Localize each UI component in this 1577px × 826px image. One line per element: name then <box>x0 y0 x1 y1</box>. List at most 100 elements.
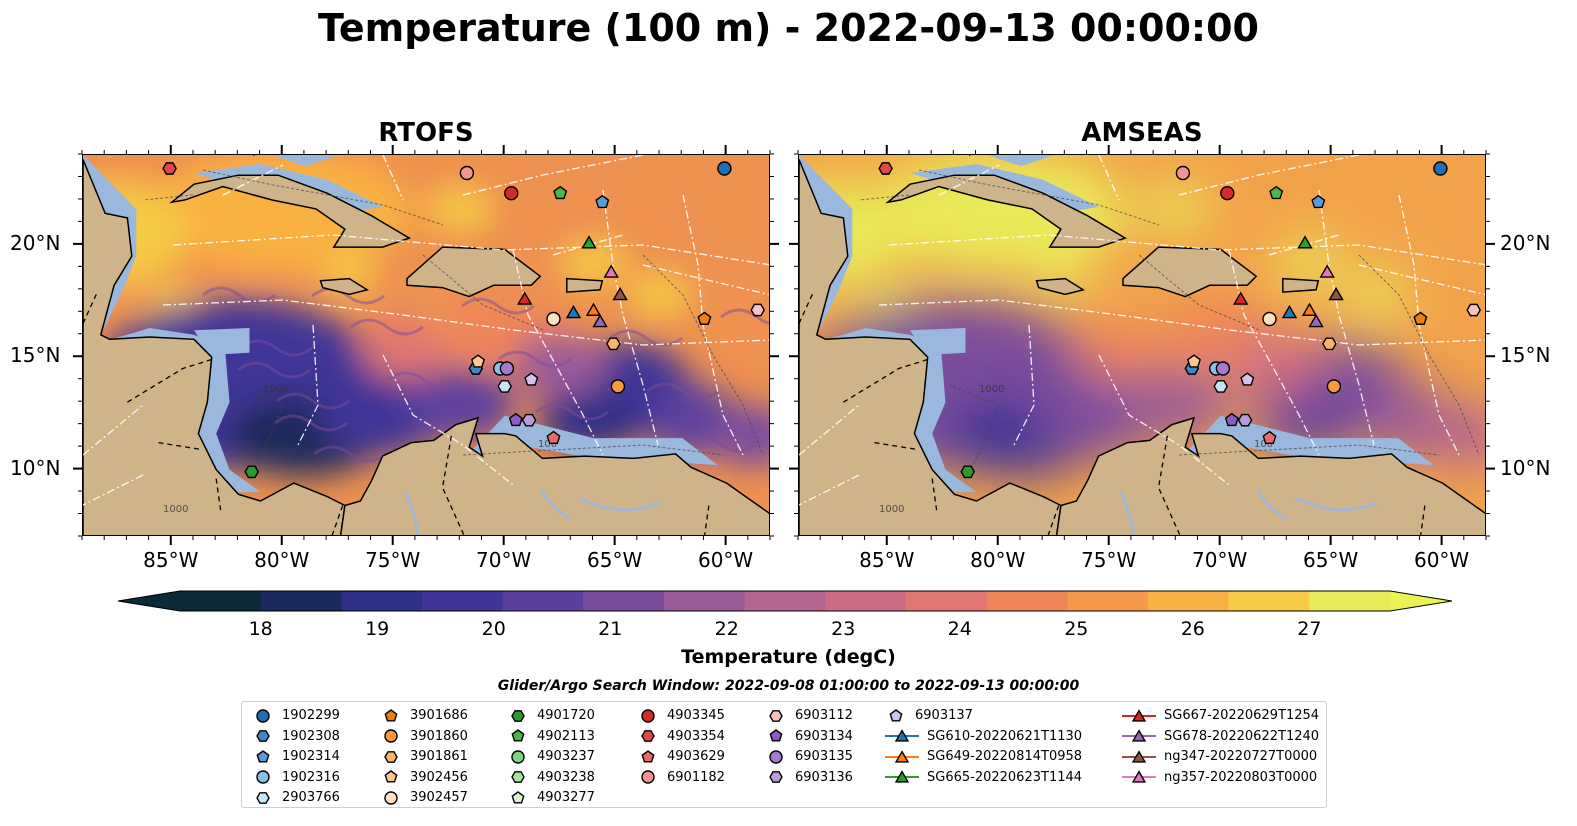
marker-4903629[interactable] <box>1262 430 1277 445</box>
legend-label: 4903238 <box>537 769 595 785</box>
marker-SG678-20220622T1240[interactable] <box>592 313 608 328</box>
marker-2903766[interactable] <box>1213 380 1229 393</box>
marker-3901686[interactable] <box>697 311 712 325</box>
marker-3902457[interactable] <box>546 311 561 327</box>
argo-marker-icon <box>384 790 398 805</box>
marker-2903766[interactable] <box>497 380 513 393</box>
marker-SG665-20220623T1144[interactable] <box>581 235 597 249</box>
marker-6903112[interactable] <box>1466 303 1482 317</box>
marker-3901861[interactable] <box>1322 337 1337 351</box>
legend-item: 3901686 <box>380 705 468 726</box>
marker-SG678-20220622T1240[interactable] <box>1308 313 1324 328</box>
glider-marker-icon <box>885 770 919 783</box>
marker-4902113[interactable] <box>1269 185 1284 200</box>
marker-ng347-20220727T0000[interactable] <box>612 286 628 301</box>
marker-SG610-20220621T1130[interactable] <box>1281 304 1298 319</box>
argo-marker-icon <box>384 770 398 783</box>
glider-marker-icon <box>1122 729 1156 742</box>
marker-4903629[interactable] <box>546 430 561 445</box>
map-panel-rtofs[interactable]: 1000 1000 100 <box>82 154 770 536</box>
legend-item: 3902456 <box>380 767 468 788</box>
legend-item: 2903766 <box>252 787 340 808</box>
marker-6901182[interactable] <box>1175 165 1191 181</box>
marker-3901861[interactable] <box>606 337 621 351</box>
legend-label: SG667-20220629T1254 <box>1164 708 1320 723</box>
marker-ng347-20220727T0000[interactable] <box>1328 286 1344 301</box>
marker-4903354[interactable] <box>162 162 177 175</box>
lon-tick-label: 60°W <box>1413 548 1470 572</box>
marker-3902456[interactable] <box>1186 354 1202 368</box>
panel-title-amseas: AMSEAS <box>1081 118 1203 148</box>
glider-marker-icon <box>1122 770 1156 783</box>
legend-label: SG649-20220814T0958 <box>927 749 1083 764</box>
marker-SG665-20220623T1144[interactable] <box>1297 235 1313 249</box>
legend-label: SG678-20220622T1240 <box>1164 728 1320 744</box>
lon-tick-label: 70°W <box>1192 548 1248 572</box>
marker-6903137[interactable] <box>1240 372 1255 386</box>
marker-6901182[interactable] <box>459 165 475 181</box>
marker-6903136[interactable] <box>1237 413 1253 427</box>
legend-item: 3901860 <box>380 726 468 747</box>
marker-6903135[interactable] <box>499 361 515 376</box>
legend-item: 4902113 <box>507 726 595 747</box>
lon-tick-label: 80°W <box>254 548 310 572</box>
marker-4903345[interactable] <box>1220 186 1235 201</box>
marker-6903135[interactable] <box>1215 361 1231 376</box>
marker-3902457[interactable] <box>1262 311 1277 327</box>
argo-marker-icon <box>384 708 398 722</box>
legend-label: 1902308 <box>282 728 340 744</box>
marker-SG610-20220621T1130[interactable] <box>565 304 582 319</box>
marker-1902299[interactable] <box>1433 161 1448 176</box>
marker-ng357-20220803T0000[interactable] <box>1319 264 1335 278</box>
lon-tick-label: 75°W <box>1081 548 1137 572</box>
legend-item: SG667-20220629T1254 <box>1122 705 1319 726</box>
marker-1902314[interactable] <box>595 194 610 209</box>
argo-marker-icon <box>256 730 270 742</box>
colorbar-tick-label: 22 <box>714 618 739 640</box>
marker-6903134[interactable] <box>508 412 523 427</box>
marker-SG649-20220814T0958[interactable] <box>1301 302 1318 316</box>
argo-marker-icon <box>511 790 525 804</box>
marker-6903137[interactable] <box>524 372 539 386</box>
marker-3902456[interactable] <box>470 354 486 368</box>
marker-6903136[interactable] <box>521 413 537 427</box>
marker-1902299[interactable] <box>717 161 732 176</box>
legend-label: 6901182 <box>667 769 725 785</box>
marker-4903354[interactable] <box>878 162 893 175</box>
legend-label: 3901861 <box>410 749 468 764</box>
marker-SG649-20220814T0958[interactable] <box>585 302 602 316</box>
marker-3901860[interactable] <box>610 379 626 394</box>
legend-item: 4903345 <box>637 705 725 726</box>
legend-item: 1902314 <box>252 746 340 767</box>
lat-tick-label: 15°N <box>1500 343 1551 368</box>
argo-marker-icon <box>641 749 655 763</box>
marker-4903345[interactable] <box>504 186 519 201</box>
contour-label: 1000 <box>263 384 288 395</box>
marker-1902314[interactable] <box>1311 194 1326 209</box>
legend-label: 1902316 <box>282 769 340 785</box>
argo-marker-icon <box>511 709 525 722</box>
marker-SG667-20220629T1254[interactable] <box>517 291 533 305</box>
marker-ng357-20220803T0000[interactable] <box>603 264 619 278</box>
marker-6903134[interactable] <box>1224 412 1239 427</box>
marker-4902113[interactable] <box>553 185 568 200</box>
map-panel-amseas[interactable]: 1000 1000 100 <box>798 154 1486 536</box>
legend-label: 1902299 <box>282 708 340 723</box>
legend-item: 4903277 <box>507 787 595 808</box>
legend-label: SG665-20220623T1144 <box>927 769 1083 785</box>
marker-6903112[interactable] <box>750 303 766 317</box>
legend-label: 4903354 <box>667 728 725 744</box>
colorbar-tick-label: 27 <box>1297 618 1322 640</box>
legend-item: 6903112 <box>765 705 853 726</box>
lon-tick-label: 85°W <box>859 548 915 572</box>
argo-marker-icon <box>769 709 783 722</box>
marker-4901720[interactable] <box>960 465 976 479</box>
marker-4901720[interactable] <box>244 465 260 479</box>
legend-item: 3901861 <box>380 746 468 767</box>
marker-SG667-20220629T1254[interactable] <box>1233 291 1249 305</box>
marker-3901860[interactable] <box>1326 379 1342 394</box>
legend-label: 6903135 <box>795 749 853 764</box>
marker-3901686[interactable] <box>1413 311 1428 325</box>
argo-marker-icon <box>256 708 270 723</box>
argo-marker-icon <box>889 708 903 722</box>
